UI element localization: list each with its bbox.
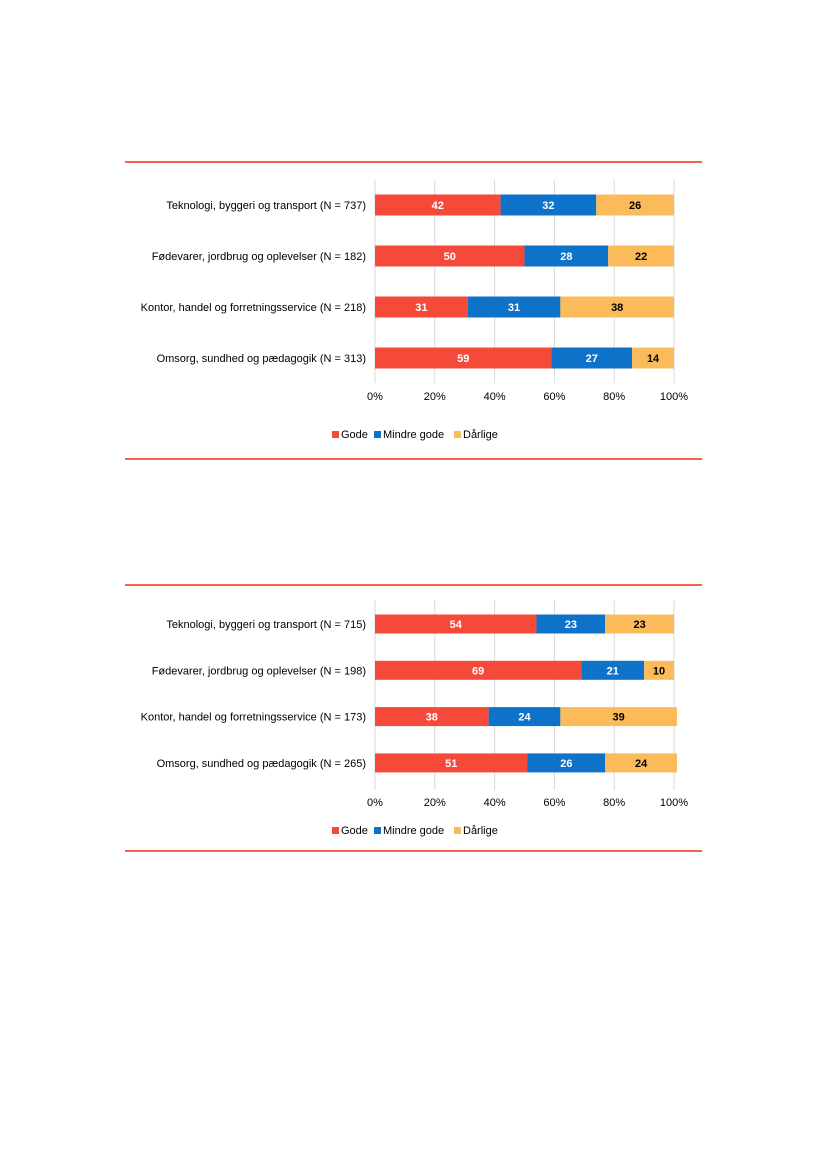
bar-segment [375,347,552,369]
x-tick-label: 40% [484,797,506,809]
bar-segment [375,194,501,216]
bar-segment [524,245,609,267]
x-tick-label: 0% [367,391,383,403]
data-label: 27 [586,353,598,365]
data-label: 38 [611,302,623,314]
x-tick-label: 20% [424,797,446,809]
bar-segment [467,296,561,318]
data-label: 28 [560,251,572,263]
x-tick-label: 80% [603,391,625,403]
data-label: 51 [445,758,457,770]
data-label: 42 [432,200,444,212]
bar-segment [527,753,606,773]
data-label: 39 [613,712,625,724]
data-label: 23 [565,619,577,631]
data-label: 14 [647,353,660,365]
legend-label: Dårlige [463,429,498,441]
category-label: Omsorg, sundhed og pædagogik (N = 313) [157,353,366,365]
data-label: 54 [450,619,463,631]
data-label: 31 [415,302,427,314]
data-label: 26 [629,200,641,212]
chart-1: Teknologi, byggeri og transport (N = 737… [141,180,688,441]
legend-swatch [374,431,381,438]
legend-swatch [332,431,339,438]
x-tick-label: 80% [603,797,625,809]
category-label: Kontor, handel og forretningsservice (N … [141,302,366,314]
category-label: Fødevarer, jordbrug og oplevelser (N = 1… [152,665,366,677]
legend-swatch [454,827,461,834]
bar-segment [500,194,597,216]
data-label: 50 [444,251,456,263]
category-label: Omsorg, sundhed og pædagogik (N = 265) [157,758,366,770]
data-label: 24 [518,712,531,724]
bar-segment [536,614,606,634]
data-label: 69 [472,665,484,677]
data-label: 10 [653,665,665,677]
data-label: 31 [508,302,520,314]
data-label: 22 [635,251,647,263]
bar-segment [375,753,528,773]
category-label: Teknologi, byggeri og transport (N = 715… [166,619,366,631]
legend-label: Dårlige [463,825,498,837]
chart-1-bottom-rule [125,458,702,460]
data-label: 38 [426,712,438,724]
data-label: 21 [607,665,619,677]
bar-segment [375,614,537,634]
chart-2-bottom-rule [125,850,702,852]
bar-segment [560,296,674,318]
x-tick-label: 20% [424,391,446,403]
category-label: Fødevarer, jordbrug og oplevelser (N = 1… [152,251,366,263]
x-tick-label: 100% [660,797,688,809]
legend-label: Mindre gode [383,429,444,441]
data-label: 59 [457,353,469,365]
x-tick-label: 60% [543,797,565,809]
x-tick-label: 0% [367,797,383,809]
legend-swatch [374,827,381,834]
chart-2-top-rule [125,584,702,586]
chart-1-top-rule [125,161,702,163]
data-label: 23 [633,619,645,631]
data-label: 32 [542,200,554,212]
bar-segment [488,707,561,727]
bar-segment [596,194,674,216]
chart-2: Teknologi, byggeri og transport (N = 715… [141,600,688,837]
bar-segment [375,245,525,267]
x-tick-label: 100% [660,391,688,403]
x-tick-label: 40% [484,391,506,403]
data-label: 26 [560,758,572,770]
bar-segment [605,614,674,634]
legend-swatch [454,431,461,438]
bar-segment [375,660,582,680]
x-tick-label: 60% [543,391,565,403]
data-label: 24 [635,758,648,770]
bar-segment [560,707,677,727]
category-label: Kontor, handel og forretningsservice (N … [141,712,366,724]
legend-label: Gode [341,429,368,441]
bar-segment [581,660,645,680]
bar-segment [375,707,489,727]
bar-segment [551,347,633,369]
bar-segment [632,347,674,369]
legend-label: Mindre gode [383,825,444,837]
bar-segment [608,245,674,267]
legend-swatch [332,827,339,834]
category-label: Teknologi, byggeri og transport (N = 737… [166,200,366,212]
bar-segment [375,296,468,318]
bar-segment [605,753,677,773]
bar-segment [644,660,674,680]
legend-label: Gode [341,825,368,837]
